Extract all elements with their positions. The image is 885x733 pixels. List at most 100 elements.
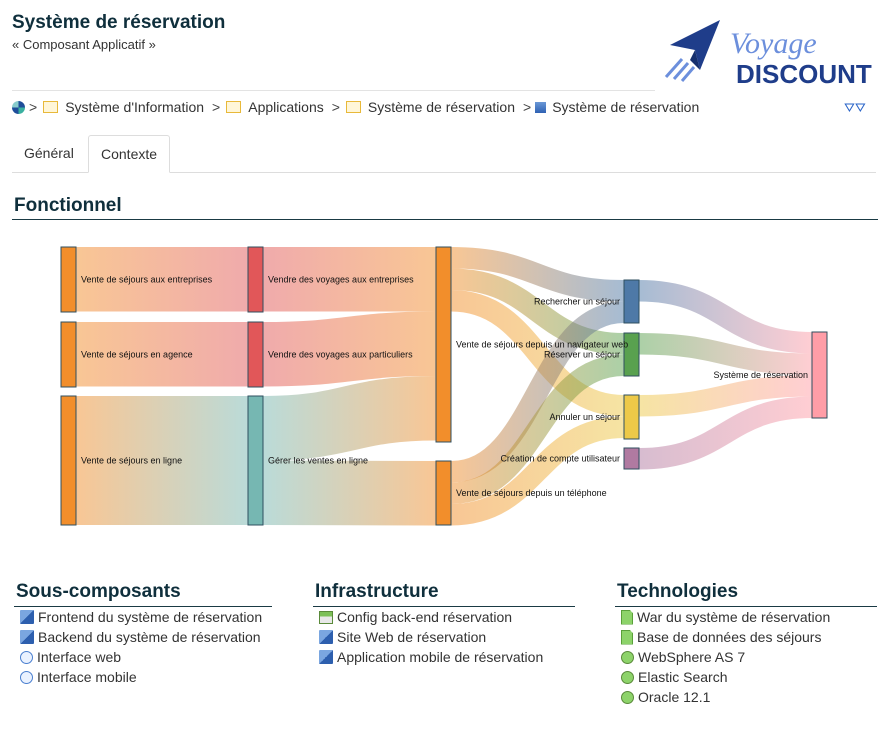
sankey-node[interactable] [623,279,640,324]
sankey-link [262,460,437,526]
page-title: Système de réservation [12,12,226,33]
sankey-node[interactable] [623,332,640,377]
sankey-node-label: Création de compte utilisateur [500,454,620,464]
component-icon [319,630,333,644]
item-label[interactable]: Interface mobile [37,669,137,685]
technology-icon [621,650,634,664]
sankey-node[interactable] [623,394,640,440]
breadcrumb-item[interactable]: Système d'Information [65,99,205,115]
sankey-link [450,354,625,504]
folder-icon [43,101,59,113]
interface-icon [20,650,33,664]
sankey-node-label: Vente de séjours depuis un navigateur we… [456,340,628,350]
item-label[interactable]: Frontend du système de réservation [38,609,263,625]
item-label[interactable]: Application mobile de réservation [337,649,544,665]
sankey-node[interactable] [60,321,77,388]
item-label[interactable]: Backend du système de réservation [38,629,261,645]
sankey-node-label: Vente de séjours en agence [81,350,193,360]
sous-composants-section: Sous-composants Frontend du système de r… [14,581,272,687]
list-item[interactable]: Site Web de réservation [319,627,575,647]
sankey-node-label: Vente de séjours aux entreprises [81,275,213,285]
tab-bar: Général Contexte [12,135,876,173]
sankey-node-label: Système de réservation [713,370,808,380]
list-item[interactable]: Interface web [20,647,272,667]
sankey-link [450,268,625,355]
infrastructure-icon [319,610,333,624]
item-label[interactable]: Config back-end réservation [337,609,513,625]
sankey-link [450,301,625,483]
list-item[interactable]: Interface mobile [20,667,272,687]
toolbar-icons: ⛛⛛ [844,100,866,116]
home-icon[interactable] [12,100,25,114]
tab-general[interactable]: Général [24,145,74,161]
technology-icon [621,690,634,704]
svg-text:DISCOUNT: DISCOUNT [736,59,872,87]
technology-icon [621,670,634,684]
tab-contexte[interactable]: Contexte [88,135,171,173]
basket-icon[interactable]: ⛛ [854,100,866,115]
sankey-node-label: Gérer les ventes en ligne [268,456,368,466]
sankey-node-label: Annuler un séjour [549,412,620,422]
list-item[interactable]: WebSphere AS 7 [621,647,877,667]
sankey-link [262,376,437,461]
list-item[interactable]: Oracle 12.1 [621,687,877,707]
technologies-section: Technologies War du système de réservati… [615,581,877,707]
folder-icon [226,101,242,113]
sankey-node[interactable] [435,246,452,443]
component-icon [319,650,333,664]
sankey-link [262,311,437,387]
sankey-node[interactable] [435,460,452,526]
component-icon [20,610,34,624]
sankey-link [638,396,813,470]
breadcrumb-separator: > [331,99,340,115]
sankey-link [450,247,625,302]
sankey-node[interactable] [811,331,828,419]
list-item[interactable]: Elastic Search [621,667,877,687]
list-item[interactable]: Base de données des séjours [621,627,877,647]
infrastructure-section: Infrastructure Config back-end réservati… [313,581,575,667]
section-title: Infrastructure [313,581,575,607]
item-label[interactable]: Oracle 12.1 [638,689,711,705]
sankey-node-label: Vendre des voyages aux entreprises [268,275,414,285]
list-item[interactable]: Config back-end réservation [319,607,575,627]
sankey-link [638,333,813,375]
svg-text:Voyage: Voyage [730,27,817,60]
item-label[interactable]: Elastic Search [638,669,728,685]
sankey-node[interactable] [247,246,264,313]
sankey-link [638,280,813,354]
component-icon [535,101,547,113]
sankey-diagram: Vente de séjours aux entreprises Vente de… [60,246,828,526]
section-title-fonctionnel: Fonctionnel [12,195,878,220]
sankey-node[interactable] [247,321,264,388]
list-item[interactable]: Frontend du système de réservation [20,607,272,627]
list-item[interactable]: War du système de réservation [621,607,877,627]
component-icon [20,630,34,644]
breadcrumb-separator: > [523,99,532,115]
voyage-discount-logo: Voyage DISCOUNT [664,20,872,87]
page-subtitle: « Composant Applicatif » [12,37,156,52]
item-label[interactable]: War du système de réservation [637,609,831,625]
list-item[interactable]: Application mobile de réservation [319,647,575,667]
item-label[interactable]: Base de données des séjours [637,629,822,645]
item-label[interactable]: Interface web [37,649,122,665]
sankey-node-label: Réserver un séjour [544,350,620,360]
breadcrumb-item[interactable]: Système de réservation [367,99,515,115]
breadcrumb-item[interactable]: Applications [248,99,324,115]
sankey-node[interactable] [60,246,77,313]
breadcrumb: > Système d'Information > Applications >… [12,99,699,115]
item-label[interactable]: WebSphere AS 7 [638,649,746,665]
item-label[interactable]: Site Web de réservation [337,629,487,645]
basket-add-icon[interactable]: ⛛ [844,100,855,115]
sankey-node[interactable] [623,447,640,470]
sankey-node[interactable] [247,395,264,526]
breadcrumb-separator: > [212,99,221,115]
interface-icon [20,670,33,684]
sankey-node-label: Vente de séjours depuis un téléphone [456,488,607,498]
header-divider [12,90,655,91]
list-item[interactable]: Backend du système de réservation [20,627,272,647]
sankey-link [450,416,625,526]
sankey-node[interactable] [60,395,77,526]
file-icon [621,629,633,645]
file-icon [621,609,633,625]
folder-icon [345,101,361,113]
